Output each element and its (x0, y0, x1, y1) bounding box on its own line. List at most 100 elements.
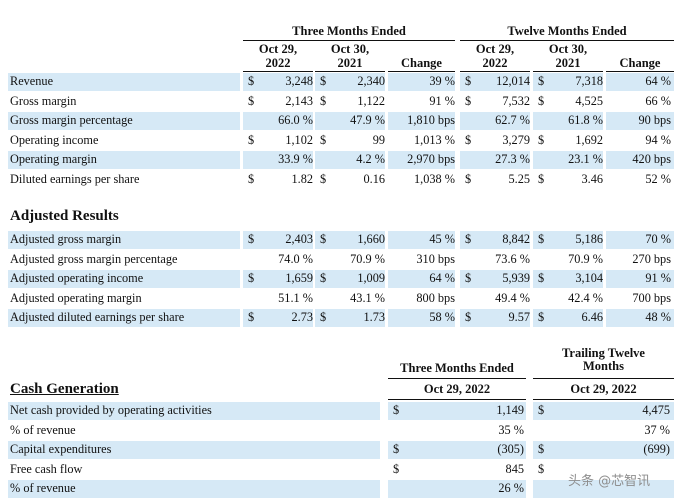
cell-value: 0.16 (363, 172, 385, 186)
cell-value: 47.9 % (350, 113, 385, 128)
cell-value: 51.1 % (278, 290, 313, 305)
row-band (243, 112, 313, 131)
cell-value: 62.7 % (495, 113, 530, 128)
row-band (533, 112, 603, 131)
currency-symbol: $ (465, 132, 472, 147)
cell-value: 37 % (644, 422, 670, 437)
row-label: Adjusted gross margin (10, 232, 122, 246)
header-rule (533, 399, 674, 400)
currency-symbol: $ (320, 232, 327, 246)
cell-value: 2,403 (285, 232, 313, 246)
cell-value: (305) (497, 442, 524, 457)
cell-value: 7,532 (502, 93, 530, 108)
row-band (533, 402, 674, 420)
row-band (606, 151, 674, 170)
header-rule (388, 399, 526, 400)
cell-value: 1,660 (357, 232, 385, 246)
cell-value: 52 % (645, 172, 671, 186)
cell-value: 64 % (429, 271, 455, 286)
row-band (388, 270, 455, 289)
row-band (8, 73, 240, 91)
row-band (460, 73, 530, 91)
currency-symbol: $ (393, 461, 400, 476)
header-rule (388, 71, 455, 72)
row-band (243, 231, 313, 249)
adjusted-results-title: Adjusted Results (10, 208, 119, 224)
cell-value: 6.46 (581, 310, 603, 325)
cell-value: 270 bps (632, 251, 671, 266)
cell-value: 43.1 % (350, 290, 385, 305)
row-band (388, 151, 455, 170)
cell-value: 1.82 (291, 172, 313, 186)
header-rule (606, 71, 674, 72)
cell-value: 91 % (429, 93, 455, 108)
cell-value: 5,939 (502, 271, 530, 286)
currency-symbol: $ (248, 172, 255, 186)
row-band (606, 231, 674, 249)
row-label: Gross margin percentage (10, 113, 133, 128)
cell-value: 7,318 (575, 74, 603, 88)
cell-value: 70.9 % (568, 251, 603, 266)
currency-symbol: $ (465, 172, 472, 186)
cell-value: 2.73 (291, 310, 313, 325)
cell-value: 90 bps (638, 113, 671, 128)
row-band (533, 231, 603, 249)
cell-value: 33.9 % (278, 152, 313, 167)
cell-value: 1,038 % (414, 172, 455, 186)
header-rule (460, 71, 530, 72)
cell-value: 2,340 (357, 74, 385, 88)
header-rule (533, 71, 603, 72)
cell-value: 3,248 (285, 74, 313, 88)
cell-value: 2,970 bps (407, 152, 455, 167)
currency-symbol: $ (320, 74, 327, 88)
cell-value: 23.1 % (568, 152, 603, 167)
currency-symbol: $ (538, 93, 545, 108)
currency-symbol: $ (320, 271, 327, 286)
row-band (8, 309, 240, 328)
row-band (8, 270, 240, 289)
header-rule (243, 40, 455, 41)
cell-value: 5,186 (575, 232, 603, 246)
cell-value: 1,102 (285, 132, 313, 147)
cell-value: 58 % (429, 310, 455, 325)
cell-value: 8,842 (502, 232, 530, 246)
row-label: % of revenue (10, 481, 76, 496)
currency-symbol: $ (320, 93, 327, 108)
cell-value: 49.4 % (495, 290, 530, 305)
cell-value: 48 % (645, 310, 671, 325)
row-band (8, 441, 380, 460)
cell-value: 700 bps (632, 290, 671, 305)
cell-value: 1,122 (357, 93, 385, 108)
col-header-oct29-2022: Oct 29, 2022 (258, 42, 298, 70)
row-band (8, 402, 380, 420)
currency-symbol: $ (248, 74, 255, 88)
header-three-months: Three Months Ended (292, 24, 406, 38)
currency-symbol: $ (320, 132, 327, 147)
currency-symbol: $ (248, 310, 255, 325)
row-band (533, 309, 603, 328)
cell-value: 12,014 (496, 74, 530, 88)
cell-value: 66.0 % (278, 113, 313, 128)
row-label: Operating income (10, 132, 99, 147)
col-header-oct30-2021: Oct 30, 2021 (330, 42, 370, 70)
header-rule (388, 378, 526, 379)
cash-header-trailing-twelve: Trailing Twelve Months (562, 346, 645, 373)
cell-value: 64 % (645, 74, 671, 88)
row-band (533, 441, 674, 460)
cell-value: 42.4 % (568, 290, 603, 305)
cell-value: 74.0 % (278, 251, 313, 266)
cell-value: 39 % (429, 74, 455, 88)
cell-value: 310 bps (416, 251, 455, 266)
header-twelve-months: Twelve Months Ended (507, 24, 627, 38)
cash-header-date-right: Oct 29, 2022 (570, 382, 637, 396)
row-band (606, 73, 674, 91)
cell-value: 1,659 (285, 271, 313, 286)
row-band (8, 231, 240, 249)
currency-symbol: $ (538, 172, 545, 186)
cash-header-three-months: Three Months Ended (400, 361, 514, 375)
row-band (388, 402, 526, 420)
cell-value: 61.8 % (568, 113, 603, 128)
row-band (533, 270, 603, 289)
currency-symbol: $ (465, 232, 472, 246)
cell-value: 45 % (429, 232, 455, 246)
